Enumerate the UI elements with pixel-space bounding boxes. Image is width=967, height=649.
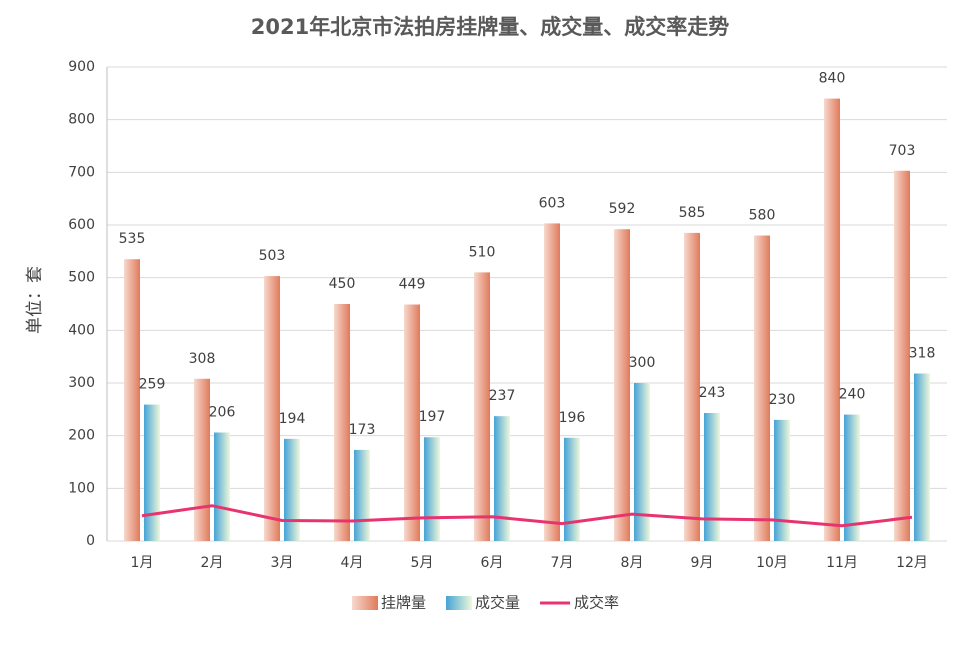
bar [704,413,720,541]
y-tick-label: 300 [68,375,95,391]
y-tick-label: 200 [68,428,95,444]
data-label: 237 [489,388,516,404]
legend-swatch [352,596,378,610]
bar [914,373,930,541]
y-tick-label: 400 [68,322,95,338]
data-label: 449 [399,277,426,293]
bar [684,232,700,541]
bar [144,404,160,541]
legend-label: 成交量 [475,594,520,612]
data-label: 300 [629,355,656,371]
data-label: 535 [119,231,146,247]
bar [354,449,370,541]
data-label: 503 [259,248,286,264]
data-label: 603 [539,195,566,211]
y-tick-label: 900 [68,59,95,75]
bar [404,304,420,541]
x-tick-label: 7月 [551,555,574,571]
x-tick-label: 2月 [201,555,224,571]
bar [564,437,580,541]
bar [634,383,650,541]
data-label: 206 [209,405,236,421]
bar [124,259,140,541]
y-tick-label: 0 [86,533,95,549]
data-label: 230 [769,392,796,408]
bar [214,432,230,541]
y-tick-label: 800 [68,112,95,128]
y-tick-label: 600 [68,217,95,233]
data-label: 318 [909,346,936,362]
data-label: 196 [559,410,586,426]
y-tick-label: 500 [68,270,95,286]
bar [824,98,840,541]
data-label: 703 [889,143,916,159]
bar [844,414,860,541]
data-label: 510 [469,244,496,260]
bar [494,416,510,541]
x-tick-label: 11月 [826,555,858,571]
bar [894,170,910,541]
x-tick-label: 6月 [481,555,504,571]
bar [754,235,770,542]
data-label: 308 [189,351,216,367]
data-label: 585 [679,205,706,221]
data-label: 194 [279,411,306,427]
line [141,504,913,528]
legend-label: 成交率 [574,594,619,612]
chart-title: 2021年北京市法拍房挂牌量、成交量、成交率走势 [251,15,729,39]
legend-swatch [446,596,473,610]
x-tick-label: 5月 [411,555,434,571]
y-tick-label: 100 [68,480,95,496]
data-label: 173 [349,422,376,438]
x-tick-label: 3月 [271,555,294,571]
x-tick-label: 8月 [621,555,644,571]
x-tick-label: 1月 [131,555,154,571]
bar [284,438,300,541]
data-label: 197 [419,409,446,425]
bar [424,437,440,541]
bar [544,223,560,542]
bar [774,419,790,541]
data-label: 240 [839,387,866,403]
bar [334,304,350,541]
data-label: 840 [819,71,846,87]
x-tick-label: 12月 [896,555,928,571]
data-label: 580 [749,208,776,224]
x-tick-label: 9月 [691,555,714,571]
data-label: 592 [609,201,636,217]
bar [194,378,210,541]
legend-label: 挂牌量 [381,594,426,612]
x-tick-label: 4月 [341,555,364,571]
bar [264,276,280,541]
y-tick-label: 700 [68,164,95,180]
y-axis-label: 单位：套 [25,266,45,334]
x-tick-label: 10月 [756,555,788,571]
data-label: 450 [329,276,356,292]
bar [614,229,630,542]
bar [474,272,490,541]
data-label: 259 [139,377,166,393]
data-label: 243 [699,385,726,401]
